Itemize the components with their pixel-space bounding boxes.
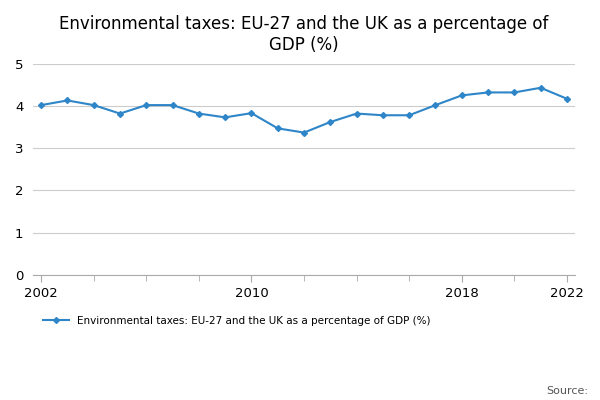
- Title: Environmental taxes: EU-27 and the UK as a percentage of
GDP (%): Environmental taxes: EU-27 and the UK as…: [59, 15, 549, 54]
- Text: Source:: Source:: [546, 386, 588, 396]
- Legend: Environmental taxes: EU-27 and the UK as a percentage of GDP (%): Environmental taxes: EU-27 and the UK as…: [38, 312, 434, 330]
